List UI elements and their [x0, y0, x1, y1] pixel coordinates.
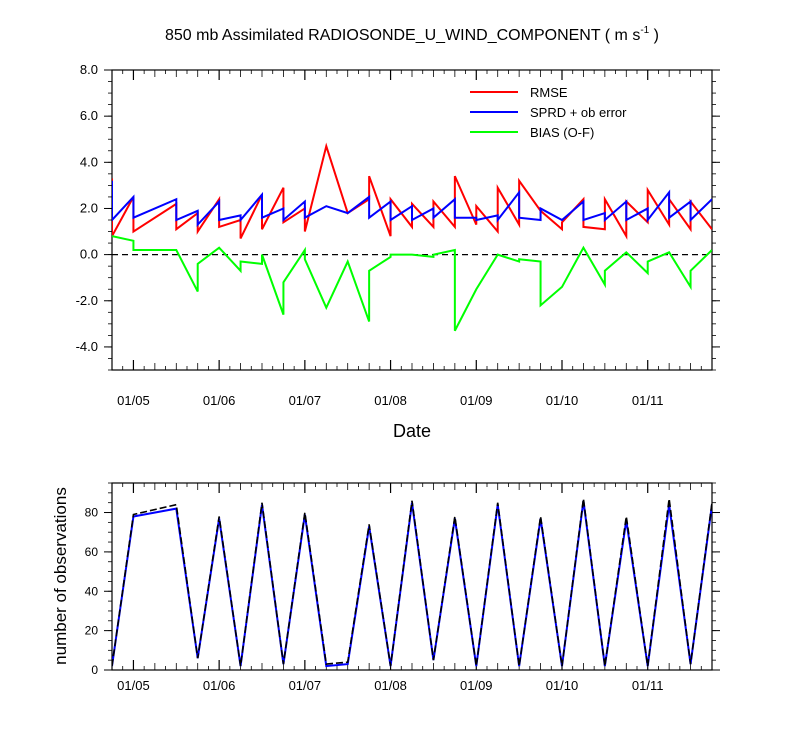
y-tick-label: 60 [85, 545, 99, 559]
y-tick-label: 4.0 [80, 154, 98, 169]
x-tick-label: 01/08 [374, 678, 407, 693]
series-line-assimilated [112, 498, 712, 667]
x-tick-label: 01/05 [117, 393, 150, 408]
x-tick-label: 01/10 [546, 678, 579, 693]
x-tick-label: 01/05 [117, 678, 150, 693]
series-line-sprd-ob-error [112, 180, 712, 228]
chart-title: 850 mb Assimilated RADIOSONDE_U_WIND_COM… [165, 25, 659, 44]
x-tick-label: 01/10 [546, 393, 579, 408]
top-plot: 8.0 6.0 4.0 2.0 0.0 -2.0 -4.0 01/05 01/06 01/07 01… [76, 62, 720, 408]
plot-frame-1 [111, 482, 713, 671]
y-tick-label: 20 [85, 624, 99, 638]
y-tick-label: 0.0 [80, 247, 98, 262]
x-tick-label: 01/07 [289, 393, 322, 408]
x-tick-label: 01/11 [632, 393, 664, 408]
bottom-plot: 80 60 40 20 0 01/05 01/06 01/07 01/08 01/09 01/10 0… [85, 482, 720, 693]
x-tick-label: 01/09 [460, 393, 493, 408]
x-tick-label: 01/11 [632, 678, 664, 693]
bottom-y-axis-label: number of observations [51, 487, 70, 665]
legend: RMSE SPRD + ob error BIAS (O-F) [470, 85, 627, 140]
x-tick-label: 01/06 [203, 678, 236, 693]
legend-label: SPRD + ob error [530, 105, 627, 120]
title-sup: -1 [640, 25, 649, 36]
y-tick-label: 2.0 [80, 200, 98, 215]
x-tick-label: 01/08 [374, 393, 407, 408]
title-end: ) [649, 27, 659, 44]
y-tick-label: 40 [85, 584, 99, 598]
legend-label: RMSE [530, 85, 568, 100]
x-tick-label: 01/09 [460, 678, 493, 693]
y-tick-label: -4.0 [76, 339, 98, 354]
series-line-rmse [112, 142, 712, 240]
y-tick-label: 6.0 [80, 108, 98, 123]
top-x-axis-label: Date [393, 421, 431, 441]
x-tick-label: 01/07 [289, 678, 322, 693]
series-line-used [112, 500, 712, 668]
x-tick-label: 01/06 [203, 393, 236, 408]
y-tick-label: 0 [91, 663, 98, 677]
y-tick-label: 80 [85, 506, 99, 520]
series-line-bias-o-f [112, 235, 712, 332]
y-tick-label: -2.0 [76, 293, 98, 308]
legend-label: BIAS (O-F) [530, 125, 594, 140]
y-tick-label: 8.0 [80, 62, 98, 77]
title-main: 850 mb Assimilated RADIOSONDE_U_WIND_COM… [165, 27, 640, 44]
